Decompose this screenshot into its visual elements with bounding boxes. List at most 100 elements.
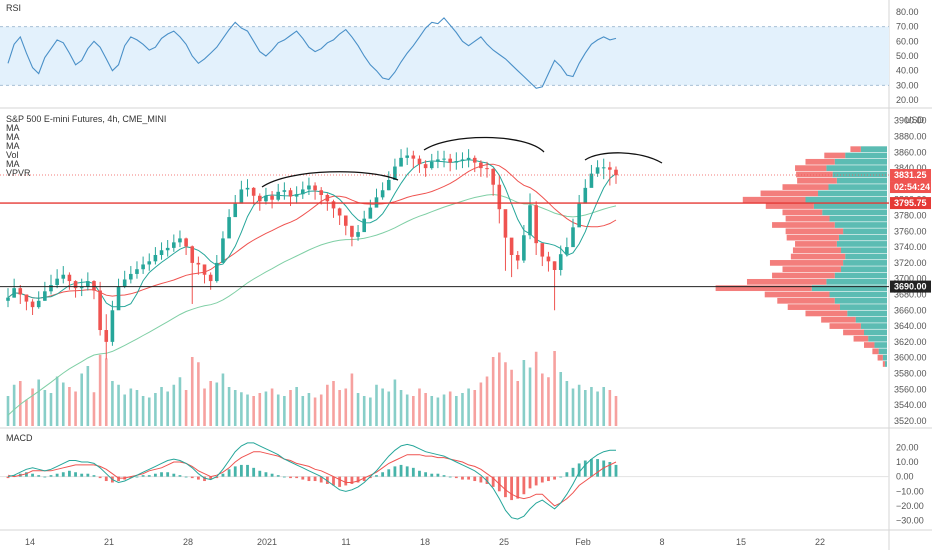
candle-body [356,232,360,237]
candle-body [307,185,311,190]
vpvr-up-bar [832,171,887,178]
volume-bar [154,393,157,426]
candle-body [343,215,348,226]
volume-bar [117,384,120,426]
vpvr-down-bar [772,222,835,228]
volume-bar [61,382,65,426]
macd-histogram-bar [129,476,133,479]
time-axis[interactable]: 14 21 28 2021 11 18 25 Feb 8 15 22 [25,537,825,547]
vpvr-down-bar [843,329,865,336]
volume-bar [430,396,434,426]
volume-bar [301,396,305,426]
candle-body [172,242,176,248]
vpvr-up-bar [828,184,887,190]
vpvr-up-bar [864,329,887,336]
volume-bar [424,393,427,426]
macd-histogram-bar [356,476,360,483]
volume-bar [135,390,139,426]
left-shoulder-arc[interactable] [261,171,399,188]
vpvr-up-bar [839,304,887,310]
vpvr-down-bar [785,215,830,222]
candle-body [313,185,317,191]
macd-histogram-bar [295,476,299,479]
candle-body [386,179,391,191]
vpvr-up-bar [829,215,887,222]
vpvr-down-bar [829,323,861,329]
volume-bar [160,387,163,426]
volume-bar [473,390,477,426]
candle-body [257,195,262,202]
volume-bar [405,394,409,426]
macd-histogram-bar [215,476,219,479]
price-axis[interactable]: 3900.003880.003860.003840.003820.003800.… [894,116,927,426]
vpvr-down-bar [764,291,830,298]
right-shoulder-arc[interactable] [584,152,663,164]
vpvr-up-bar [882,354,887,361]
vpvr-up-bar [847,310,887,317]
macd-histogram-bar [264,472,268,477]
ma-long-line [7,193,617,416]
volume-bar [387,391,391,426]
vpvr-down-bar [769,260,844,266]
candle-body [472,157,477,163]
volume-bar [393,379,397,426]
rsi-line [7,17,617,89]
vpvr-down-bar [853,335,869,342]
candle-body [49,285,53,292]
candle-body [43,291,47,301]
volume-bar [498,352,501,426]
vpvr-up-bar [836,177,887,184]
candle-body [147,261,152,265]
macd-histogram-bar [49,475,53,477]
last-price-value: 3831.25 [894,170,927,180]
price-panel[interactable]: S&P 500 E-mini Futures, 4h, CME_MINI MA … [0,114,931,426]
volume-bar [258,393,262,426]
volume-bar [166,391,169,426]
volume-bar [319,394,323,426]
candle-body [546,256,551,262]
macd-histogram-bar [614,464,618,477]
price-tick-label: 3900.00 [894,116,927,126]
macd-histogram-bar [448,476,452,478]
volume-bar [227,387,231,426]
macd-tick-label: 20.00 [896,442,919,452]
candle-body [485,168,489,170]
volume-bar [123,394,126,426]
macd-histogram-bar [583,460,587,477]
head-arc[interactable] [423,136,545,153]
rsi-panel[interactable]: RSI 80.00 70.00 60.00 50.00 40.00 30.00 20.00 [0,3,919,105]
volume-bar [86,366,90,426]
volume-bar [92,392,96,426]
vpvr-down-bar [792,247,842,254]
macd-histogram-bar [411,467,415,477]
volume-bar [479,382,483,426]
macd-histogram-bar [479,476,483,483]
candle-body [288,190,293,197]
macd-panel[interactable]: MACD 20.00 10.00 0.00 −10.00 −20.00 −30.00 [0,433,924,526]
vpvr-up-bar [829,291,887,298]
candle-body [239,189,244,204]
macd-line [7,442,616,520]
candle-body [6,297,10,301]
vpvr-down-bar [796,171,833,178]
candle-body [24,294,29,302]
macd-histogram-bar [233,466,237,477]
macd-histogram-bar [454,476,458,479]
macd-histogram-bar [375,475,378,477]
macd-tick-label: −30.00 [896,516,924,526]
candle-body [122,279,127,287]
vpvr-up-bar [868,335,887,342]
volume-bar [504,362,507,426]
candle-body [61,274,66,279]
price-tick-label: 3700.00 [894,274,927,284]
vpvr-up-bar [860,146,887,153]
macd-histogram-bar [307,476,311,482]
macd-histogram-bar [553,476,556,480]
ma-slow-line [7,163,617,299]
ma-fast-line [7,159,617,308]
vpvr-up-bar [843,228,887,235]
vpvr-up-bar [826,165,887,171]
candle-body [558,254,563,270]
macd-histogram-bar [153,473,157,477]
